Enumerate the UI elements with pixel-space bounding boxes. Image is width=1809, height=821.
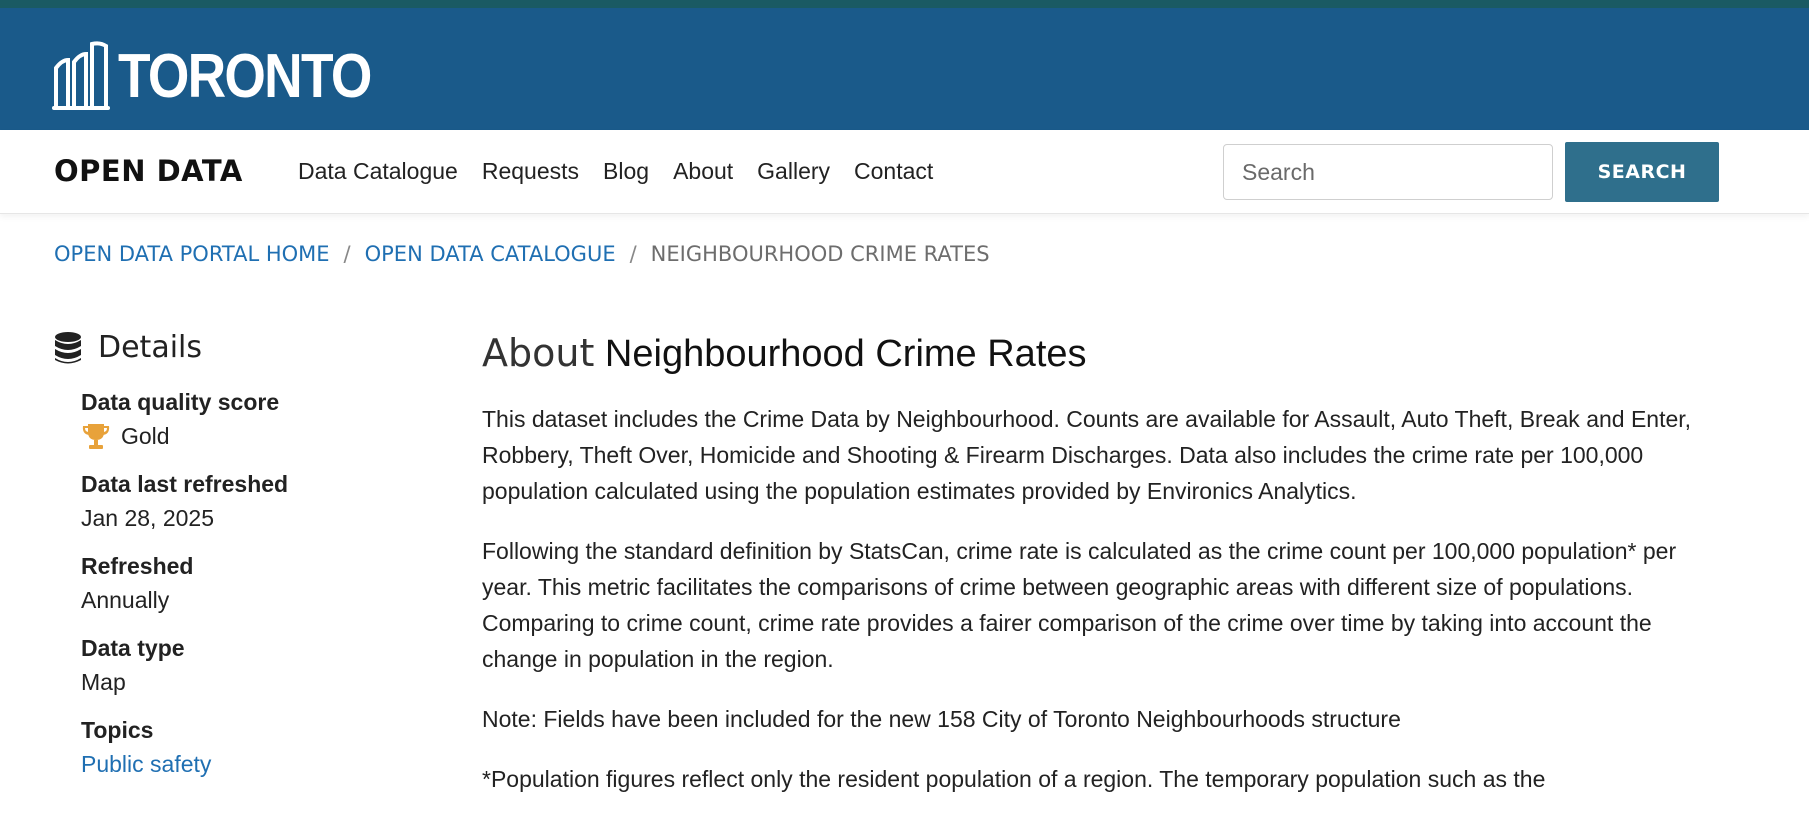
search-button[interactable]: SEARCH (1565, 142, 1719, 202)
database-icon (55, 331, 81, 363)
top-accent-stripe (0, 0, 1809, 8)
main-navigation: OPEN DATA Data Catalogue Requests Blog A… (0, 130, 1809, 214)
page-title: About Neighbourhood Crime Rates (482, 328, 1722, 379)
detail-value: Map (81, 669, 126, 695)
nav-link-data-catalogue[interactable]: Data Catalogue (298, 158, 458, 184)
detail-last-refreshed: Data last refreshed Jan 28, 2025 (81, 467, 434, 535)
detail-value: Annually (81, 587, 170, 613)
dataset-name: Neighbourhood Crime Rates (604, 333, 1087, 375)
search-input[interactable] (1223, 144, 1553, 200)
trophy-icon (82, 424, 110, 449)
logo-wordmark: TORONTO (118, 42, 372, 111)
nav-links: Data Catalogue Requests Blog About Galle… (298, 158, 933, 185)
breadcrumb-catalogue[interactable]: OPEN DATA CATALOGUE (364, 242, 616, 266)
detail-value: Gold (81, 419, 434, 453)
breadcrumb-separator: / (343, 242, 351, 266)
detail-quality-score: Data quality score Gold (81, 385, 434, 453)
detail-label: Data quality score (81, 389, 280, 415)
city-hall-logo-icon (52, 41, 110, 110)
title-prefix: About (482, 331, 595, 375)
nav-link-contact[interactable]: Contact (854, 158, 934, 184)
details-heading-label: Details (98, 330, 203, 365)
detail-label: Data last refreshed (81, 471, 289, 497)
toronto-logo[interactable]: TORONTO (52, 30, 412, 110)
breadcrumb-current: NEIGHBOURHOOD CRIME RATES (650, 242, 990, 266)
detail-label: Data type (81, 635, 185, 661)
detail-label: Topics (81, 717, 154, 743)
breadcrumb-separator: / (629, 242, 637, 266)
detail-topics: Topics Public safety (81, 713, 434, 781)
quality-score-value: Gold (121, 423, 170, 449)
details-heading: Details (54, 330, 434, 365)
topic-link[interactable]: Public safety (81, 751, 212, 777)
site-name[interactable]: OPEN DATA (54, 154, 243, 188)
description-paragraph: *Population figures reflect only the res… (482, 766, 1546, 792)
brand-header: TORONTO (0, 8, 1809, 130)
nav-link-blog[interactable]: Blog (603, 158, 650, 184)
details-sidebar: Details Data quality score Gold Data las… (54, 330, 434, 795)
breadcrumb-portal-home[interactable]: OPEN DATA PORTAL HOME (54, 242, 330, 266)
detail-data-type: Data type Map (81, 631, 434, 699)
description-paragraph: Note: Fields have been included for the … (482, 706, 1401, 732)
breadcrumb: OPEN DATA PORTAL HOME / OPEN DATA CATALO… (54, 242, 990, 266)
description-paragraph: This dataset includes the Crime Data by … (482, 406, 1692, 504)
nav-link-gallery[interactable]: Gallery (757, 158, 831, 184)
detail-label: Refreshed (81, 553, 194, 579)
nav-link-requests[interactable]: Requests (481, 158, 580, 184)
description-paragraph: Following the standard definition by Sta… (482, 538, 1677, 672)
detail-value: Jan 28, 2025 (81, 505, 215, 531)
nav-link-about[interactable]: About (673, 158, 734, 184)
detail-refresh-frequency: Refreshed Annually (81, 549, 434, 617)
dataset-about-section: About Neighbourhood Crime Rates This dat… (482, 328, 1722, 821)
